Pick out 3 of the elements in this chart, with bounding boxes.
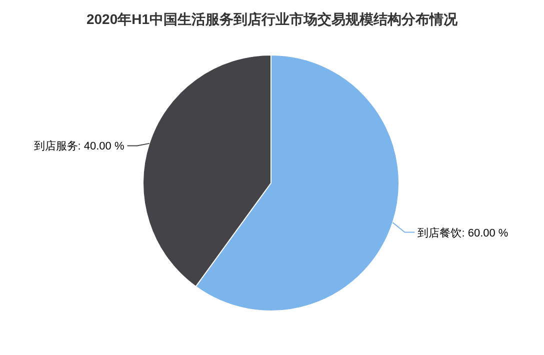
slice-label: 到店餐饮: 60.00 %: [418, 226, 508, 240]
chart-title: 2020年H1中国生活服务到店行业市场交易规模结构分布情况: [86, 11, 459, 27]
slice-label: 到店服务: 40.00 %: [34, 140, 124, 153]
